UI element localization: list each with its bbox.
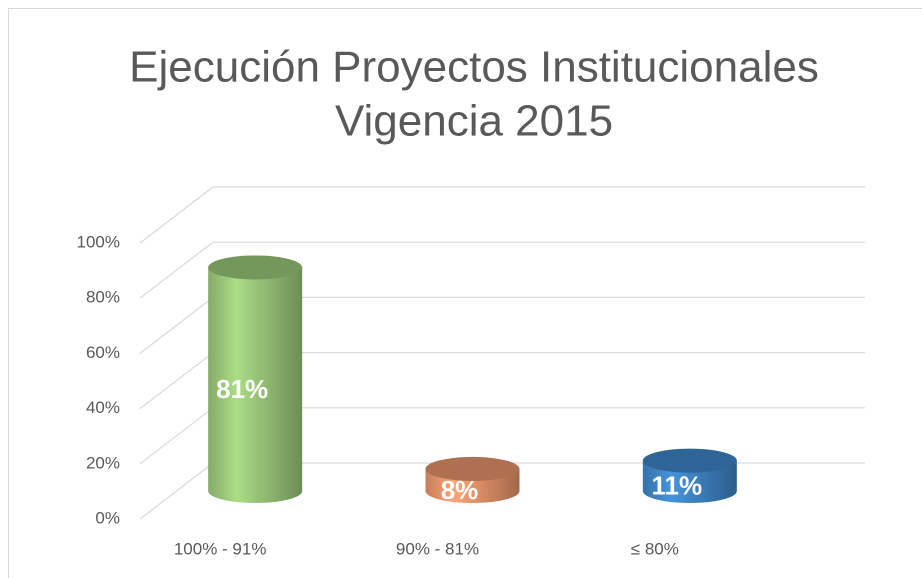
x-tick-label: ≤ 80%	[631, 539, 679, 558]
cylinder-top	[642, 448, 737, 473]
chart-title: Vigencia 2015	[335, 97, 613, 146]
y-tick-label: 100%	[77, 232, 120, 251]
x-tick-label: 100% - 91%	[174, 539, 267, 558]
cylinder-body	[642, 460, 737, 503]
y-tick-label: 80%	[86, 288, 120, 307]
y-tick-label: 0%	[95, 508, 120, 527]
cylinder-top	[425, 456, 520, 481]
y-tick-label: 60%	[86, 343, 120, 362]
grid-line	[139, 241, 865, 299]
x-tick-label: 90% - 81%	[396, 539, 479, 558]
y-tick-label: 20%	[86, 453, 120, 472]
cylinder-body	[208, 267, 303, 503]
data-label: 11%	[652, 471, 703, 501]
chart-title: Ejecución Proyectos Institucionales	[129, 43, 819, 92]
data-label: 81%	[216, 374, 268, 404]
y-tick-label: 40%	[86, 398, 120, 417]
grid-line	[139, 186, 865, 244]
cylinder-top	[208, 255, 303, 280]
data-label: 8%	[441, 475, 479, 505]
